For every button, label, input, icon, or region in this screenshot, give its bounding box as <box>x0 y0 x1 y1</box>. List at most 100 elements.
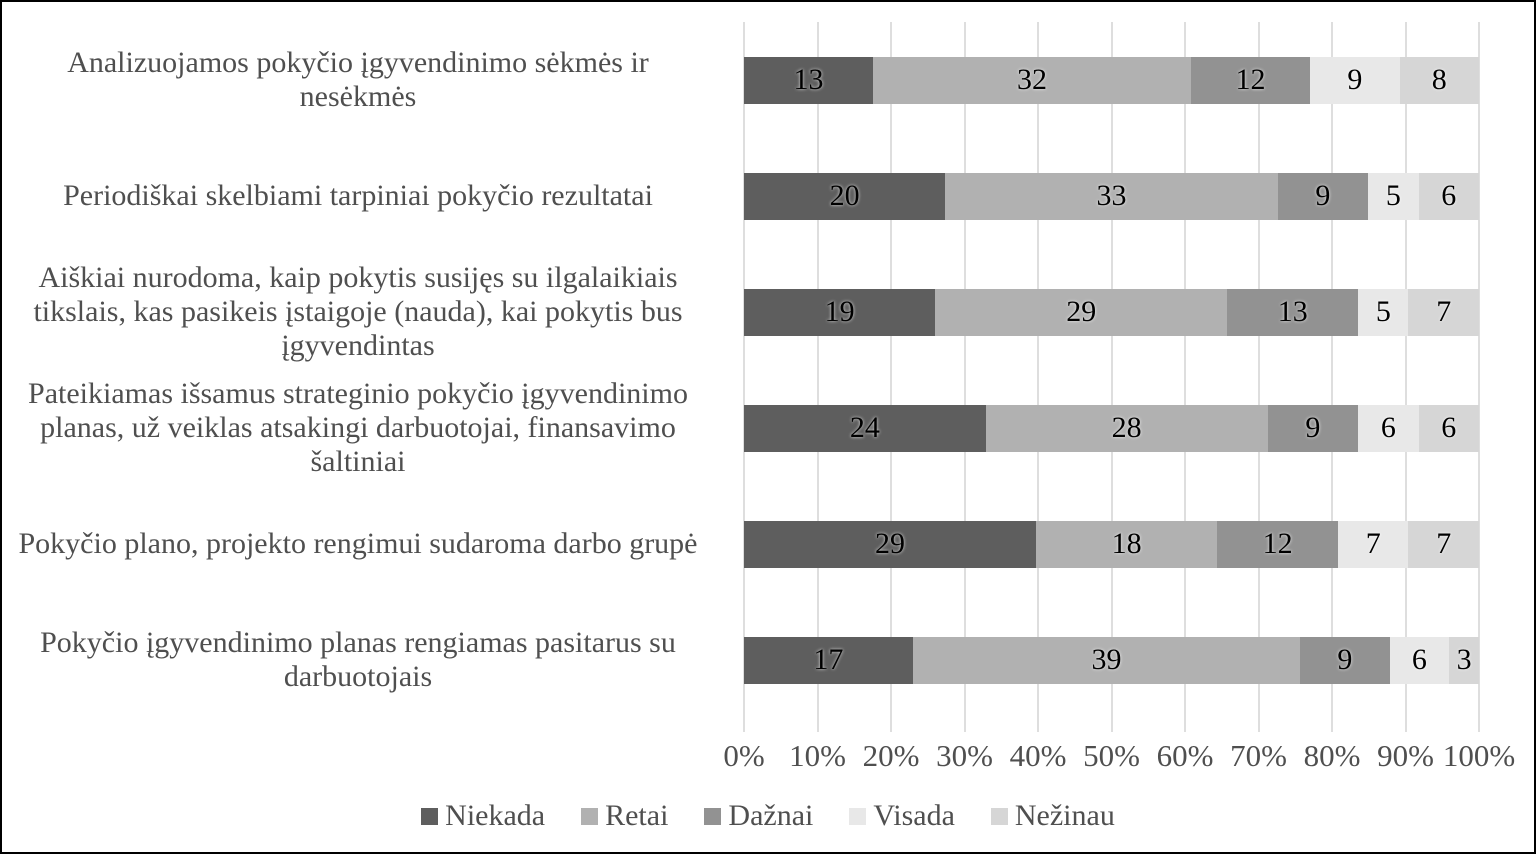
category-label: Periodiškai skelbiami tarpiniai pokyčio … <box>63 179 653 213</box>
legend-label: Retai <box>605 799 669 832</box>
chart-row: Pateikiamas išsamus strateginio pokyčio … <box>10 370 1479 486</box>
data-label: 12 <box>1262 527 1293 560</box>
bar-segment-dažnai: 12 <box>1190 56 1311 104</box>
data-label: 7 <box>1436 295 1452 328</box>
gridline <box>963 22 966 732</box>
bar: 29 18 12 7 7 <box>744 520 1479 568</box>
bar-segment-niekada: 24 <box>744 404 986 452</box>
chart-row: Pokyčio įgyvendinimo planas rengiamas pa… <box>10 602 1479 718</box>
legend-item-visada: Visada <box>849 799 955 833</box>
data-label: 7 <box>1365 527 1381 560</box>
bar-segment-retai: 28 <box>985 404 1268 452</box>
bar-segment-dažnai: 9 <box>1267 404 1359 452</box>
gridline <box>743 22 745 732</box>
legend-label: Nežinau <box>1014 799 1115 832</box>
bar-segment-dažnai: 13 <box>1227 288 1359 336</box>
bar: 13 32 12 9 8 <box>744 56 1479 104</box>
gridline <box>1331 22 1333 732</box>
data-label: 33 <box>1096 179 1127 212</box>
x-axis-tick-label: 100% <box>1442 738 1516 773</box>
data-label: 9 <box>1347 63 1363 96</box>
data-label: 29 <box>1066 295 1097 328</box>
data-label: 9 <box>1315 179 1331 212</box>
bar-segment-visada: 9 <box>1310 56 1400 104</box>
gridline <box>1404 22 1407 732</box>
gridline <box>1037 22 1039 732</box>
bar-segment-nežinau: 6 <box>1418 404 1479 452</box>
data-label: 6 <box>1441 411 1457 444</box>
data-label: 5 <box>1375 295 1391 328</box>
data-label: 6 <box>1441 179 1457 212</box>
data-label: 9 <box>1337 643 1353 676</box>
chart-row: Pokyčio plano, projekto rengimui sudarom… <box>10 486 1479 602</box>
bar-segment-niekada: 29 <box>744 520 1036 568</box>
x-axis-tick-label: 50% <box>1083 738 1140 773</box>
bar: 19 29 13 5 7 <box>744 288 1479 336</box>
legend-swatch-icon <box>990 807 1008 825</box>
bar-segment-niekada: 17 <box>744 636 913 684</box>
data-label: 18 <box>1111 527 1142 560</box>
bar-segment-retai: 39 <box>912 636 1301 684</box>
bar: 20 33 9 5 6 <box>744 172 1479 220</box>
data-label: 13 <box>793 63 824 96</box>
legend-label: Visada <box>873 799 955 832</box>
legend-item-niekada: Niekada <box>421 799 545 833</box>
gridline <box>1184 22 1186 732</box>
data-label: 19 <box>824 295 855 328</box>
legend-item-nežinau: Nežinau <box>990 799 1115 833</box>
legend-swatch-icon <box>421 807 439 825</box>
x-axis-tick-label: 0% <box>723 738 765 773</box>
bar-segment-nežinau: 6 <box>1418 172 1479 220</box>
x-axis-tick-label: 30% <box>936 738 993 773</box>
data-label: 3 <box>1456 643 1472 676</box>
data-label: 6 <box>1411 643 1427 676</box>
bar: 17 39 9 6 3 <box>744 636 1479 684</box>
gridline <box>816 22 819 732</box>
bar-segment-nežinau: 7 <box>1408 288 1479 336</box>
data-label: 8 <box>1431 63 1447 96</box>
x-axis-tick-label: 90% <box>1377 738 1434 773</box>
bar-segment-visada: 5 <box>1358 288 1409 336</box>
bar-segment-niekada: 13 <box>744 56 874 104</box>
bar-segment-visada: 5 <box>1368 172 1419 220</box>
bar-segment-niekada: 20 <box>744 172 946 220</box>
bar-segment-nežinau: 8 <box>1399 56 1479 104</box>
chart-row: Aiškiai nurodoma, kaip pokytis susijęs s… <box>10 254 1479 370</box>
bar-segment-retai: 18 <box>1035 520 1218 568</box>
gridline <box>890 22 892 732</box>
data-label: 17 <box>813 643 844 676</box>
legend-item-retai: Retai <box>581 799 668 833</box>
plot-area <box>743 22 1480 732</box>
data-label: 39 <box>1091 643 1122 676</box>
bar-segment-dažnai: 12 <box>1217 520 1339 568</box>
data-label: 24 <box>849 411 880 444</box>
chart-row: Analizuojamos pokyčio įgyvendinimo sėkmė… <box>10 22 1479 138</box>
bar-segment-nežinau: 7 <box>1408 520 1479 568</box>
legend-swatch-icon <box>849 807 867 825</box>
data-label: 32 <box>1017 63 1048 96</box>
x-axis: 0% 10% 20% 30% 40% 50% 60% 70% 80% 90% 100% <box>723 738 1515 778</box>
legend-label: Dažnai <box>728 799 814 832</box>
bar-segment-niekada: 19 <box>744 288 936 336</box>
gridline <box>1257 22 1260 732</box>
x-axis-tick-label: 60% <box>1156 738 1214 773</box>
bar-segment-visada: 6 <box>1358 404 1419 452</box>
bar-segment-visada: 6 <box>1389 636 1450 684</box>
legend-item-dažnai: Dažnai <box>704 799 813 833</box>
bar-segment-dažnai: 9 <box>1277 172 1369 220</box>
chart-row: Periodiškai skelbiami tarpiniai pokyčio … <box>10 138 1479 254</box>
category-label: Analizuojamos pokyčio įgyvendinimo sėkmė… <box>67 46 649 113</box>
x-axis-tick-label: 40% <box>1009 738 1067 773</box>
data-label: 20 <box>829 179 860 212</box>
gridline <box>1478 22 1480 732</box>
data-label: 29 <box>874 527 905 560</box>
data-label: 5 <box>1385 179 1401 212</box>
bar-segment-retai: 33 <box>945 172 1278 220</box>
legend-swatch-icon <box>581 807 599 825</box>
chart-rows: Analizuojamos pokyčio įgyvendinimo sėkmė… <box>10 22 1479 718</box>
data-label: 6 <box>1380 411 1396 444</box>
bar-segment-visada: 7 <box>1338 520 1409 568</box>
x-axis-tick-label: 10% <box>789 738 846 773</box>
gridline <box>1110 22 1113 732</box>
